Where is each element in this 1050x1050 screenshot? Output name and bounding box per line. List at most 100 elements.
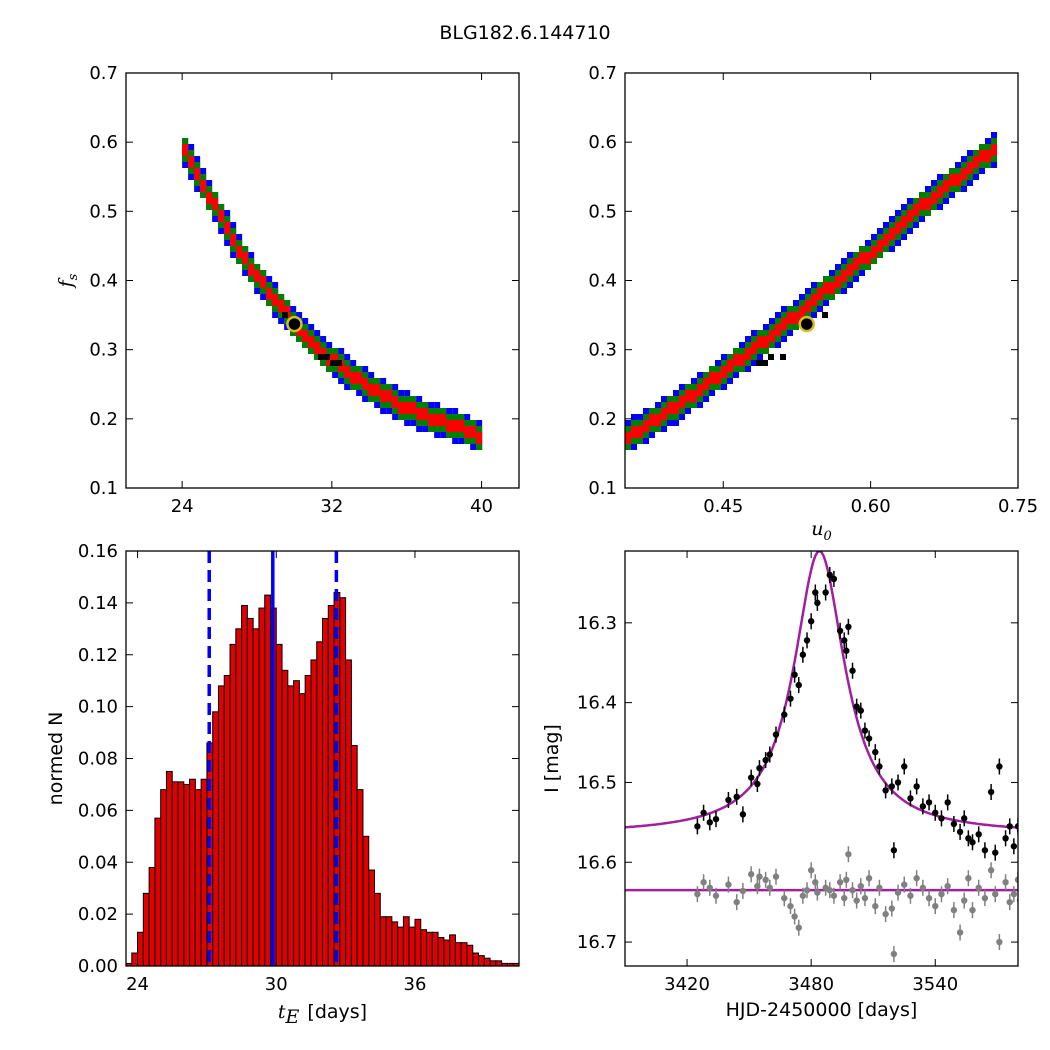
contour-inner-cell	[631, 432, 637, 438]
histogram-bar	[460, 942, 468, 967]
contour-outer-cell	[901, 204, 907, 210]
contour-inner-cell	[470, 432, 477, 438]
contour-inner-cell	[745, 354, 751, 360]
contour-outer-cell	[841, 258, 847, 264]
y-tick-label: 0.5	[89, 201, 118, 222]
contour-middle-cell	[865, 246, 871, 252]
histogram-bar	[165, 770, 173, 967]
observed-point	[996, 763, 1003, 770]
residual-point	[975, 884, 982, 891]
contour-middle-cell	[853, 252, 859, 258]
contour-inner-cell	[685, 396, 691, 402]
residual-point	[965, 875, 972, 882]
contour-outer-cell	[362, 366, 369, 372]
observed-point	[739, 811, 747, 818]
contour-inner-cell	[769, 336, 775, 342]
contour-inner-cell	[308, 342, 315, 348]
contour-outer-cell	[637, 414, 643, 420]
contour-middle-cell	[925, 192, 931, 198]
contour-inner-cell	[464, 426, 471, 432]
histogram-bar	[454, 942, 462, 967]
contour-outer-cell	[470, 444, 477, 450]
contour-inner-cell	[350, 372, 357, 378]
contour-middle-cell	[679, 408, 685, 414]
contour-inner-cell	[224, 228, 231, 234]
observed-point	[812, 589, 819, 596]
contour-inner-cell	[757, 342, 763, 348]
contour-inner-cell	[434, 420, 441, 426]
sample-cell	[324, 354, 330, 360]
observed-point	[981, 847, 989, 854]
contour-outer-cell	[290, 306, 297, 312]
contour-middle-cell	[829, 276, 835, 282]
histogram-bar	[148, 866, 156, 967]
contour-outer-cell	[751, 360, 757, 366]
contour-inner-cell	[769, 330, 775, 336]
observed-point	[1023, 839, 1029, 845]
contour-outer-cell	[428, 402, 435, 408]
contour-middle-cell	[338, 354, 345, 360]
histogram-bar	[217, 685, 225, 967]
contour-inner-cell	[799, 306, 805, 312]
contour-inner-cell	[643, 420, 649, 426]
contour-middle-cell	[805, 294, 811, 300]
contour-outer-cell	[967, 180, 973, 186]
contour-outer-cell	[224, 210, 231, 216]
contour-outer-cell	[434, 432, 441, 438]
contour-middle-cell	[763, 348, 769, 354]
contour-middle-cell	[464, 420, 471, 426]
contour-inner-cell	[811, 300, 817, 306]
observed-point	[830, 575, 838, 583]
contour-outer-cell	[697, 402, 703, 408]
histogram-bar	[235, 628, 243, 967]
contour-middle-cell	[308, 348, 315, 354]
contour-middle-cell	[895, 216, 901, 222]
histogram-bar	[223, 675, 231, 967]
histogram-bar	[171, 781, 179, 967]
residual-point	[1027, 875, 1033, 881]
contour-middle-cell	[979, 162, 985, 168]
contour-middle-cell	[781, 312, 787, 318]
contour-middle-cell	[913, 198, 919, 204]
contour-outer-cell	[230, 252, 237, 258]
contour-inner-cell	[787, 318, 793, 324]
contour-middle-cell	[775, 336, 781, 342]
contour-middle-cell	[973, 168, 979, 174]
observed-point	[756, 764, 763, 772]
contour-inner-cell	[212, 198, 219, 204]
contour-outer-cell	[476, 420, 483, 426]
contour-middle-cell	[685, 384, 691, 390]
observed-point	[894, 779, 902, 786]
contour-middle-cell	[823, 276, 829, 282]
contour-outer-cell	[236, 234, 243, 240]
residual-point	[944, 882, 951, 890]
contour-middle-cell	[290, 330, 297, 336]
contour-inner-cell	[386, 390, 393, 396]
contour-middle-cell	[949, 168, 955, 174]
contour-inner-cell	[356, 372, 363, 378]
contour-outer-cell	[865, 240, 871, 246]
contour-middle-cell	[350, 384, 357, 390]
figure-title: BLG182.6.144710	[439, 22, 611, 44]
observed-point	[1014, 823, 1018, 830]
contour-middle-cell	[446, 414, 453, 420]
histogram-bar	[200, 778, 208, 967]
observed-point	[694, 823, 701, 830]
observed-point	[901, 763, 908, 770]
contour-middle-cell	[931, 186, 937, 192]
contour-inner-cell	[254, 276, 261, 282]
contour-outer-cell	[338, 378, 345, 384]
observed-point	[925, 799, 933, 806]
panel-light-curve: 3420 3480 3540 16.3 16.4 16.5 16.6 16.7 I [mag] H…	[541, 550, 1033, 1021]
observed-point	[950, 820, 958, 828]
contour-inner-cell	[428, 414, 435, 420]
contour-outer-cell	[182, 162, 189, 168]
contour-inner-cell	[991, 150, 997, 156]
contour-inner-cell	[452, 426, 459, 432]
contour-inner-cell	[242, 258, 249, 264]
contour-middle-cell	[230, 246, 237, 252]
x-tick-label: 30	[265, 974, 288, 995]
contour-middle-cell	[631, 438, 637, 444]
contour-middle-cell	[458, 414, 465, 420]
contour-middle-cell	[464, 438, 471, 444]
